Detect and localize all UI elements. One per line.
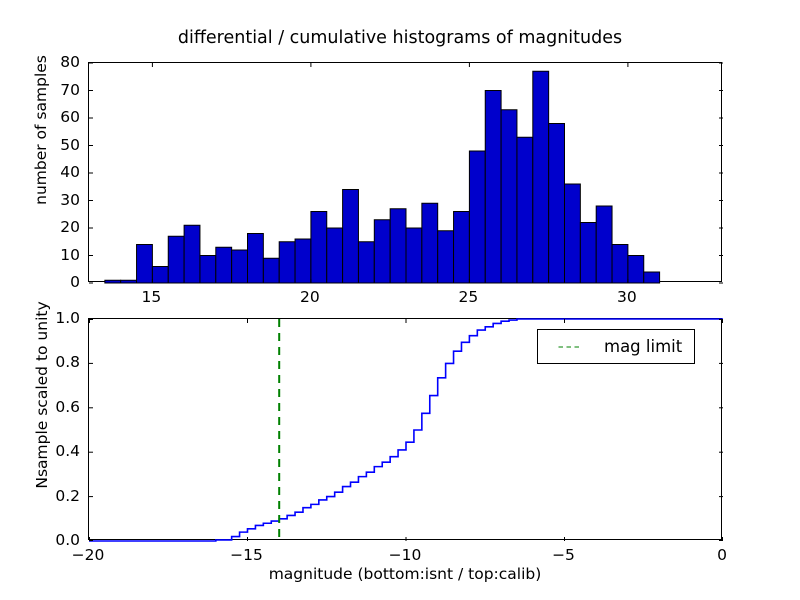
top-x-tick-label: 25 <box>458 288 479 306</box>
histogram-bar <box>104 279 122 284</box>
top-y-tick-label: 10 <box>60 245 80 264</box>
histogram-bar <box>342 189 359 284</box>
top-x-tick-label: 15 <box>141 288 162 306</box>
histogram-bar <box>231 249 248 284</box>
histogram-bar <box>532 70 550 284</box>
top-y-tick-label: 40 <box>60 163 80 181</box>
top-x-tick-label: 20 <box>300 288 320 306</box>
histogram-bar <box>326 227 344 284</box>
bottom-x-tick-label: −10 <box>388 546 422 564</box>
histogram-bar <box>579 222 597 284</box>
histogram-bar <box>405 227 423 284</box>
bottom-x-tick-label: −20 <box>71 546 105 564</box>
page-title: differential / cumulative histograms of … <box>177 28 623 48</box>
histogram-bar <box>548 123 565 284</box>
cumulative-histogram-plot <box>89 318 723 542</box>
bottom-x-axis-label: magnitude (bottom:isnt / top:calib) <box>268 565 542 583</box>
histogram-bar <box>215 246 233 284</box>
bottom-y-tick-label: 0.6 <box>55 397 80 416</box>
top-y-tick-label: 30 <box>60 190 80 209</box>
bottom-x-tick-label: −15 <box>230 546 263 564</box>
histogram-bar <box>199 255 217 284</box>
legend-label-mag-limit: mag limit <box>604 337 683 356</box>
histogram-bar <box>643 271 661 284</box>
top-x-tick-label: 30 <box>617 288 637 306</box>
histogram-bar <box>611 244 629 284</box>
histogram-bar <box>278 241 296 284</box>
top-y-tick-label: 50 <box>60 135 80 154</box>
histogram-bar <box>310 211 328 284</box>
bottom-y-axis-label: Nsample scaled to unity <box>33 301 51 489</box>
top-y-tick-label: 80 <box>60 53 80 71</box>
histogram-bar <box>627 255 645 284</box>
histogram-bar <box>595 205 613 284</box>
histogram-bar <box>453 211 470 284</box>
histogram-bar <box>120 279 138 284</box>
histogram-bar <box>468 150 486 284</box>
mag-limit-line-icon <box>558 346 580 347</box>
bottom-y-tick-label: 0.0 <box>55 531 80 549</box>
bottom-y-tick-label: 0.8 <box>55 353 80 372</box>
histogram-bar <box>421 202 439 284</box>
histogram-bar <box>151 266 169 284</box>
bottom-x-tick-label: 0 <box>717 546 727 564</box>
histogram-bar <box>373 219 391 284</box>
histogram-bar <box>136 244 153 284</box>
differential-histogram-axes <box>88 62 723 284</box>
histogram-bar <box>437 230 455 284</box>
cumulative-curve <box>89 318 723 542</box>
legend-box: mag limit <box>537 329 696 364</box>
top-y-tick-label: 20 <box>60 218 80 236</box>
histogram-bar <box>389 208 407 284</box>
histogram-bar <box>516 136 534 284</box>
bottom-y-tick-label: 0.4 <box>55 442 80 461</box>
top-y-tick-label: 60 <box>60 108 80 126</box>
bottom-y-tick-label: 1.0 <box>55 309 80 327</box>
top-y-tick-label: 70 <box>60 80 80 99</box>
histogram-bar <box>357 241 375 284</box>
differential-histogram-plot <box>89 62 723 284</box>
bottom-x-tick-label: −5 <box>552 546 575 564</box>
top-y-axis-label: number of samples <box>32 55 50 205</box>
top-y-tick-label: 0 <box>70 273 80 291</box>
histogram-bar <box>262 257 280 284</box>
histogram-bar <box>167 235 185 284</box>
bottom-y-tick-label: 0.2 <box>55 486 80 505</box>
histogram-bar <box>564 183 581 284</box>
histogram-bar <box>247 233 264 284</box>
histogram-bar <box>183 224 201 284</box>
histogram-bar <box>294 238 312 284</box>
histogram-bar <box>500 109 518 284</box>
histogram-bar <box>484 90 502 284</box>
